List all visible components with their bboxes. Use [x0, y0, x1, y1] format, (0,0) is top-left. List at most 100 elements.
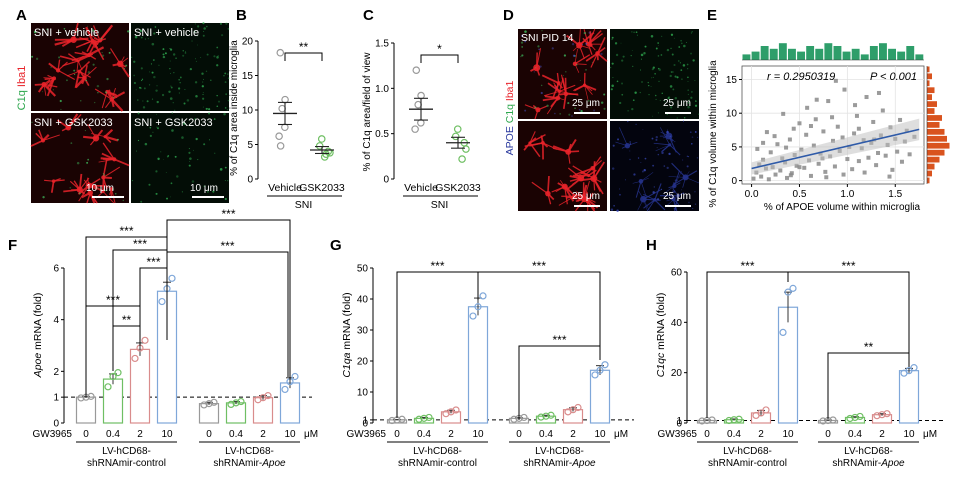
apoe-signal-process — [666, 198, 674, 202]
dose-label: 0 — [704, 429, 710, 440]
apoe-signal-process — [646, 199, 656, 212]
apoe-puncta — [572, 54, 576, 57]
dose-label: 10 — [161, 429, 173, 440]
microglia-cell-process — [593, 167, 602, 179]
sig-bracket — [284, 52, 323, 61]
apoe-puncta — [585, 42, 588, 45]
microglia-cell-process — [583, 29, 589, 45]
sig-stars: *** — [740, 259, 754, 273]
c1q-puncta — [611, 36, 614, 39]
sig-stars: *** — [221, 207, 235, 221]
sig-bracket — [787, 271, 910, 360]
c1q-puncta — [647, 81, 649, 84]
microglia-cell-process — [103, 176, 112, 180]
c1q-puncta — [174, 155, 177, 158]
apoe-puncta — [661, 151, 664, 155]
dose-label: 10 — [782, 429, 794, 440]
c1q-puncta — [217, 100, 221, 103]
panel-e-ylabel: % of C1q volume within microglia — [708, 60, 719, 208]
data-point — [823, 169, 828, 174]
data-point — [698, 417, 706, 425]
apoe-signal-process — [685, 170, 698, 178]
panel-d-side-label-iba1: Iba1 — [504, 80, 516, 101]
microglia-cell-process — [592, 161, 596, 179]
data-point — [785, 175, 790, 180]
microglia-cell-process — [529, 142, 541, 158]
c1q-puncta — [669, 74, 672, 78]
microglia-cell-process — [578, 45, 585, 59]
c1q-puncta — [673, 63, 676, 67]
c1q-puncta — [655, 47, 658, 50]
microglia-cell-process — [534, 109, 539, 120]
microglia-cell-process — [584, 84, 597, 91]
marginal-histogram-bar — [815, 48, 824, 60]
apoe-puncta — [652, 164, 655, 167]
microglia-cell-process — [48, 62, 59, 72]
data-point — [880, 108, 885, 113]
apoe-puncta — [668, 152, 671, 155]
c1q-puncta — [670, 47, 672, 50]
marginal-histogram-bar — [751, 51, 760, 60]
panel-c-ylabel: % of C1q area/field of view — [362, 52, 373, 172]
marginal-histogram-bar — [927, 122, 940, 128]
microglia-cell-process — [76, 60, 79, 72]
apoe-puncta — [686, 165, 689, 168]
microglia-cell-process — [104, 98, 113, 108]
microglia-cell-process — [101, 152, 115, 161]
apoe-puncta — [641, 170, 644, 173]
marginal-histogram-bar — [906, 46, 915, 60]
data-point — [797, 121, 802, 126]
panel-h-letter: H — [646, 237, 657, 254]
c1q-puncta — [224, 197, 227, 201]
c1q-puncta — [142, 106, 146, 109]
y-tick-label: 30 — [357, 326, 369, 337]
confidence-band — [751, 118, 920, 175]
dose-label: 0.4 — [417, 429, 431, 440]
c1q-puncta — [189, 160, 191, 162]
microglia-cell-process — [78, 173, 83, 190]
c1q-puncta — [691, 31, 693, 33]
apoe-puncta — [625, 179, 627, 181]
apoe-puncta — [657, 153, 660, 156]
apoe-signal-process — [671, 162, 687, 178]
c1q-puncta — [125, 64, 128, 67]
microglia-cell-process — [108, 89, 113, 100]
c1q-puncta — [615, 53, 619, 57]
c1q-puncta — [524, 30, 527, 33]
microglia-cell-process — [559, 84, 576, 92]
apoe-puncta — [656, 198, 660, 201]
data-point — [802, 165, 807, 170]
data-point — [109, 372, 117, 381]
marginal-histogram-bar — [927, 87, 935, 94]
c1q-puncta — [79, 99, 82, 102]
c1q-puncta — [63, 27, 66, 30]
data-point — [883, 410, 891, 418]
apoe-puncta — [629, 143, 632, 145]
c1q-puncta — [133, 81, 137, 85]
sig-stars: *** — [220, 239, 234, 253]
microglia-cell-process — [112, 62, 121, 67]
c1q-puncta — [169, 97, 173, 100]
c1q-puncta — [156, 100, 159, 104]
unit-label: μM — [923, 429, 937, 440]
c1q-puncta — [667, 97, 670, 100]
sig-stars: *** — [532, 259, 546, 273]
category-label: Vehicle — [268, 182, 302, 194]
c1q-puncta — [603, 93, 606, 96]
data-point — [411, 125, 419, 133]
dose-label: 0.4 — [848, 429, 862, 440]
microglia-cell-process — [119, 63, 130, 78]
microglia-cell-process — [551, 186, 565, 193]
apoe-puncta — [691, 136, 694, 138]
c1q-puncta — [546, 104, 549, 107]
data-point — [853, 103, 858, 108]
c1q-puncta — [631, 107, 634, 111]
data-point — [520, 413, 528, 422]
c1q-puncta — [108, 51, 111, 54]
c1q-puncta — [200, 56, 202, 58]
c1q-puncta — [611, 62, 614, 65]
c1q-puncta — [144, 38, 146, 40]
c1q-puncta — [131, 56, 133, 58]
